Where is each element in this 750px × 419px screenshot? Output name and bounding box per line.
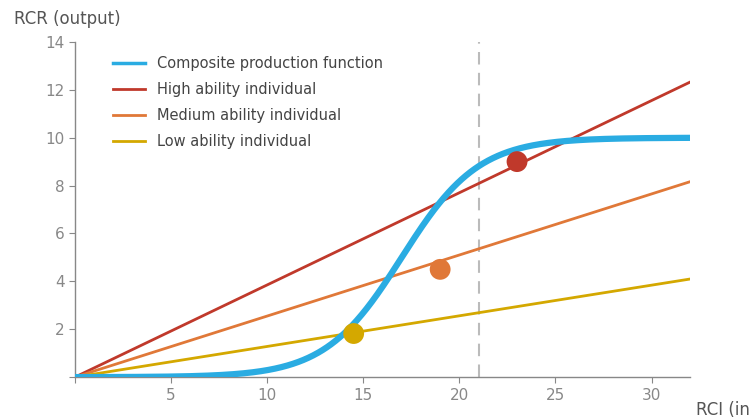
Point — [434, 266, 446, 273]
Text: RCI (input): RCI (input) — [696, 401, 750, 419]
Point — [511, 158, 523, 165]
Legend: Composite production function, High ability individual, Medium ability individua: Composite production function, High abil… — [113, 56, 382, 149]
Point — [348, 330, 360, 337]
Text: RCR (output): RCR (output) — [13, 10, 120, 28]
